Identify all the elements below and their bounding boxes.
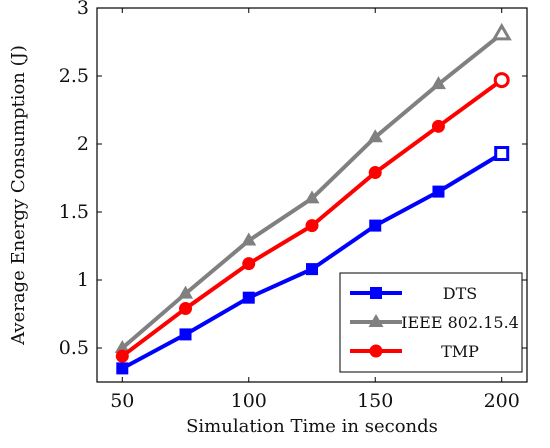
x-tick-label: 150 (357, 390, 393, 412)
data-point-dts (432, 185, 445, 198)
legend-item-tmp: TMP (350, 342, 479, 361)
data-point-tmp (305, 219, 319, 233)
legend: DTS IEEE 802.15.4 TMP (339, 272, 523, 373)
data-point-dts (494, 146, 510, 162)
data-point-ieee-802-15-4 (367, 129, 383, 143)
x-tick-label: 100 (231, 390, 267, 412)
legend-items: DTS IEEE 802.15.4 TMP (350, 284, 519, 361)
y-tick-label: 1 (77, 269, 89, 291)
series-layer (114, 22, 512, 375)
legend-item-dts: DTS (350, 284, 477, 303)
data-point-ieee-802-15-4 (304, 190, 320, 204)
data-point-dts (179, 328, 192, 341)
legend-swatch-marker (370, 287, 382, 299)
legend-label: IEEE 802.15.4 (401, 313, 519, 332)
y-tick-label: 2 (77, 133, 89, 155)
data-point-ieee-802-15-4 (430, 76, 446, 90)
data-point-tmp (431, 119, 445, 133)
series-ieee-802-15-4 (114, 22, 512, 353)
data-point-tmp (368, 166, 382, 180)
legend-swatch-marker (369, 344, 383, 358)
plot-area-frame (96, 7, 528, 383)
data-point-tmp (493, 72, 510, 89)
x-tick-label: 200 (484, 390, 520, 412)
data-point-tmp (115, 349, 129, 363)
y-tick-label: 0.5 (59, 337, 89, 359)
data-point-tmp (179, 302, 193, 316)
data-point-dts (369, 219, 382, 232)
series-dts (116, 146, 510, 375)
legend-swatch-marker (368, 314, 384, 327)
y-tick-label: 3 (77, 0, 89, 19)
legend-item-ieee-802-15-4: IEEE 802.15.4 (350, 313, 519, 332)
data-point-dts (116, 362, 129, 375)
x-axis-title: Simulation Time in seconds (186, 416, 438, 437)
legend-label: TMP (441, 342, 479, 361)
x-tick-label: 50 (110, 390, 134, 412)
data-point-ieee-802-15-4 (241, 232, 257, 246)
legend-label: DTS (443, 284, 477, 303)
series-tmp (115, 72, 510, 363)
y-axis-title: Average Energy Consumption (J) (8, 45, 29, 346)
axis-ticks: 50 100 150 200 0.5 1 1.5 2 2.5 3 (59, 0, 527, 412)
data-point-ieee-802-15-4 (491, 22, 512, 41)
data-point-ieee-802-15-4 (114, 340, 130, 353)
data-point-ieee-802-15-4 (178, 285, 194, 299)
data-point-dts (306, 263, 318, 276)
y-tick-label: 1.5 (59, 201, 89, 223)
data-point-tmp (242, 257, 256, 271)
data-point-dts (242, 291, 255, 304)
y-tick-label: 2.5 (59, 65, 89, 87)
